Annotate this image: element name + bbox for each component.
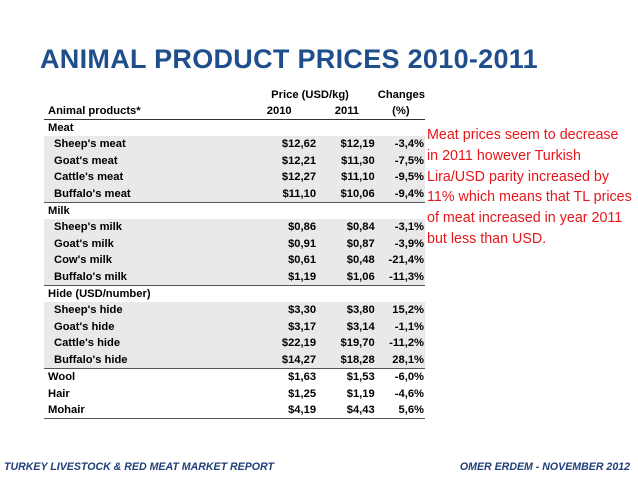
table-row: Cattle's meat $12,27 $11,10 -9,5% xyxy=(44,169,425,186)
price-2011: $11,10 xyxy=(319,169,378,186)
table-header-row-2: Animal products* 2010 2011 (%) xyxy=(44,103,425,120)
product-name: Buffalo's milk xyxy=(44,268,243,286)
price-2011: $12,19 xyxy=(319,136,378,153)
price-change: -21,4% xyxy=(377,252,425,269)
price-change: -7,5% xyxy=(377,152,425,170)
price-change: -1,1% xyxy=(377,318,425,336)
price-2011: $10,06 xyxy=(319,185,378,203)
price-2010: $3,17 xyxy=(242,318,320,336)
table-row: Sheep's meat $12,62 $12,19 -3,4% xyxy=(44,136,425,153)
price-2011: $19,70 xyxy=(319,335,378,352)
price-2011: $11,30 xyxy=(319,152,378,170)
products-header: Animal products* xyxy=(48,105,141,117)
price-change: -6,0% xyxy=(377,368,425,386)
year-2010-header: 2010 xyxy=(266,105,292,117)
price-header: Price (USD/kg) xyxy=(271,89,349,101)
price-2011: $0,87 xyxy=(319,235,378,253)
product-name: Goat's hide xyxy=(44,318,243,336)
price-2010: $0,61 xyxy=(242,252,320,269)
group-header-row: Milk xyxy=(44,202,425,220)
table-row: Sheep's milk $0,86 $0,84 -3,1% xyxy=(44,219,425,236)
group-name: Meat xyxy=(44,119,425,137)
price-2011: $1,19 xyxy=(346,387,375,400)
pct-header: (%) xyxy=(392,105,410,117)
header-spacer xyxy=(44,87,242,103)
table-row: Cattle's hide $22,19 $19,70 -11,2% xyxy=(44,335,425,352)
product-name: Cattle's meat xyxy=(44,169,243,186)
product-name: Buffalo's hide xyxy=(44,351,243,369)
product-name: Cattle's hide xyxy=(44,335,243,352)
price-table: Price (USD/kg) Changes Animal products* … xyxy=(44,87,425,420)
price-change: -3,4% xyxy=(377,136,425,153)
footer-author-date: OMER ERDEM - NOVEMBER 2012 xyxy=(459,461,630,473)
product-name: Sheep's meat xyxy=(44,136,243,153)
price-2011: $1,53 xyxy=(319,368,378,386)
table-row: Buffalo's hide $14,27 $18,28 28,1% xyxy=(44,351,425,369)
price-2010: $3,30 xyxy=(242,302,320,319)
changes-header: Changes xyxy=(377,89,425,101)
price-2010: $1,19 xyxy=(242,268,320,286)
product-name: Sheep's milk xyxy=(44,219,243,236)
price-2011: $0,84 xyxy=(319,219,378,236)
price-change: 5,6% xyxy=(377,401,425,420)
price-2010: $1,25 xyxy=(288,387,317,400)
group-name: Milk xyxy=(44,202,425,220)
price-change: -11,3% xyxy=(377,268,425,286)
table-row: Wool $1,63 $1,53 -6,0% xyxy=(44,368,425,386)
table-row: Goat's meat $12,21 $11,30 -7,5% xyxy=(44,152,425,170)
price-2010: $0,91 xyxy=(242,235,320,253)
product-name: Cow's milk xyxy=(44,252,243,269)
product-name: Mohair xyxy=(44,401,243,420)
price-2011: $18,28 xyxy=(319,351,378,369)
price-change: 15,2% xyxy=(377,302,425,319)
table-row: Hair $1,25 $1,19 -4,6% xyxy=(44,386,425,402)
table-header-row-1: Price (USD/kg) Changes xyxy=(44,87,425,103)
price-2011: $3,80 xyxy=(319,302,378,319)
price-2010: $1,63 xyxy=(242,368,320,386)
product-name: Hair xyxy=(48,387,70,400)
price-change: -9,5% xyxy=(377,169,425,186)
price-change: -3,9% xyxy=(377,235,425,253)
price-2010: $12,27 xyxy=(242,169,320,186)
price-2010: $14,27 xyxy=(242,351,320,369)
table-row: Goat's hide $3,17 $3,14 -1,1% xyxy=(44,318,425,336)
product-name: Wool xyxy=(44,368,243,386)
price-2011: $0,48 xyxy=(319,252,378,269)
price-2011: $1,06 xyxy=(319,268,378,286)
price-change: -4,6% xyxy=(394,387,424,400)
table-row: Sheep's hide $3,30 $3,80 15,2% xyxy=(44,302,425,319)
price-2010: $0,86 xyxy=(242,219,320,236)
table-row: Buffalo's meat $11,10 $10,06 -9,4% xyxy=(44,185,425,203)
product-name: Goat's milk xyxy=(44,235,243,253)
footer-report-title: TURKEY LIVESTOCK & RED MEAT MARKET REPOR… xyxy=(4,461,274,473)
year-2011-header: 2011 xyxy=(334,105,360,117)
page-title: ANIMAL PRODUCT PRICES 2010-2011 xyxy=(40,44,538,74)
price-change: -11,2% xyxy=(377,335,425,352)
price-2010: $12,62 xyxy=(242,136,320,153)
table-row: Goat's milk $0,91 $0,87 -3,9% xyxy=(44,235,425,253)
price-change: 28,1% xyxy=(377,351,425,369)
group-header-row: Meat xyxy=(44,119,425,137)
price-2010: $22,19 xyxy=(242,335,320,352)
price-2010: $11,10 xyxy=(242,185,320,203)
product-name: Buffalo's meat xyxy=(44,185,243,203)
table-row: Buffalo's milk $1,19 $1,06 -11,3% xyxy=(44,268,425,286)
table-row: Mohair $4,19 $4,43 5,6% xyxy=(44,401,425,420)
table-row: Cow's milk $0,61 $0,48 -21,4% xyxy=(44,252,425,269)
product-name: Goat's meat xyxy=(44,152,243,170)
price-change: -3,1% xyxy=(377,219,425,236)
price-2010: $12,21 xyxy=(242,152,320,170)
group-name: Hide (USD/number) xyxy=(44,285,425,303)
group-header-row: Hide (USD/number) xyxy=(44,285,425,303)
price-2011: $3,14 xyxy=(319,318,378,336)
price-2011: $4,43 xyxy=(319,401,378,420)
product-name: Sheep's hide xyxy=(44,302,243,319)
table-body: Meat Sheep's meat $12,62 $12,19 -3,4% Goat's … xyxy=(44,119,425,420)
price-2010: $4,19 xyxy=(242,401,320,420)
commentary-note: Meat prices seem to decrease in 2011 how… xyxy=(427,127,632,247)
price-change: -9,4% xyxy=(377,185,425,203)
